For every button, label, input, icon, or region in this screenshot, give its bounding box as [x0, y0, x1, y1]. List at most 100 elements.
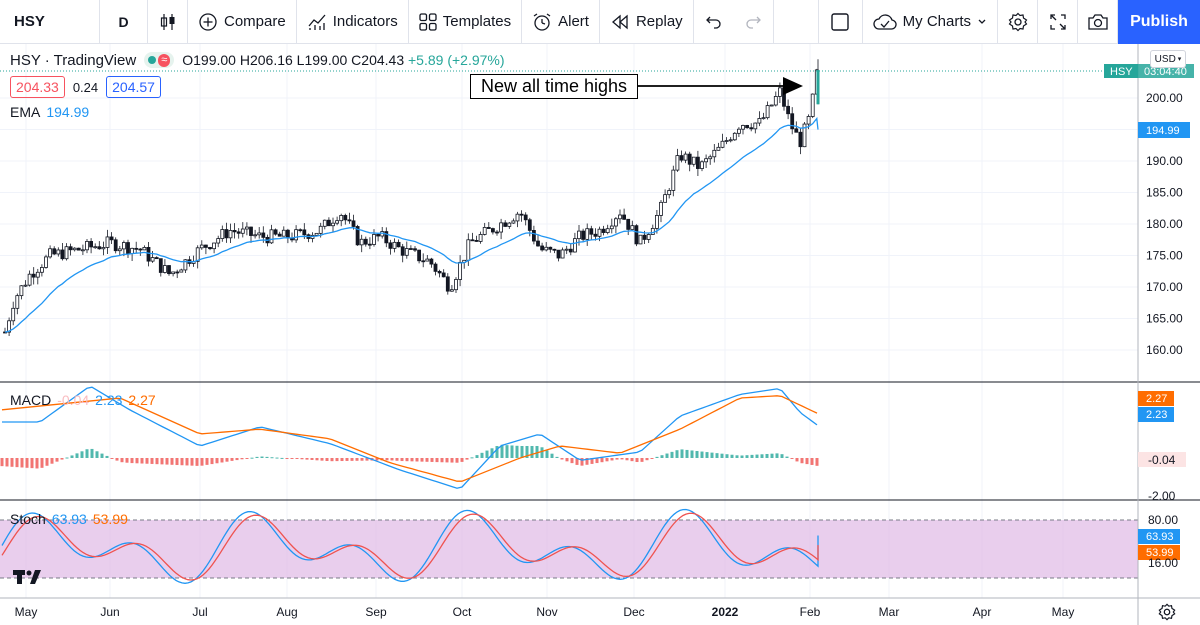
- candle: [474, 235, 479, 242]
- macd-hist-bar: [210, 458, 214, 465]
- macd-hist-bar: [720, 453, 724, 458]
- indicators-label: Indicators: [332, 13, 398, 30]
- annotation-arrow-head: [783, 77, 803, 95]
- buy-price-button[interactable]: 204.57: [106, 76, 161, 98]
- macd-hist-bar: [315, 458, 319, 461]
- candle: [741, 124, 745, 135]
- macd-hist-bar: [770, 453, 774, 458]
- candle: [273, 228, 278, 236]
- candle: [35, 268, 40, 285]
- candle: [203, 244, 208, 255]
- indicators-button[interactable]: Indicators: [297, 0, 409, 44]
- chart-settings-gear-icon[interactable]: [1158, 603, 1176, 625]
- candle: [810, 93, 815, 119]
- replay-button[interactable]: Replay: [600, 0, 694, 44]
- macd-hist-bar: [165, 458, 169, 465]
- candle: [753, 122, 758, 134]
- macd-hist-bar: [460, 458, 464, 462]
- candle: [281, 226, 286, 237]
- macd-hist-bar: [300, 458, 304, 460]
- sell-price-button[interactable]: 204.33: [10, 76, 65, 98]
- macd-hist-bar: [815, 458, 819, 466]
- price-axis[interactable]: 200.00195.00190.00185.00180.00175.00170.…: [1146, 91, 1183, 357]
- candle: [117, 245, 122, 256]
- macd-hist-bar: [620, 458, 624, 460]
- candle: [306, 233, 311, 243]
- compare-button[interactable]: Compare: [188, 0, 297, 44]
- my-charts-button[interactable]: My Charts: [863, 0, 998, 44]
- chart-type-button[interactable]: [148, 0, 188, 44]
- interval-button[interactable]: D: [100, 0, 148, 44]
- macd-hist-bar: [240, 458, 244, 460]
- macd-hist-bar: [360, 458, 364, 461]
- chevron-down-icon: ▾: [1177, 56, 1182, 63]
- stoch-band: [0, 520, 1138, 578]
- macd-histogram: [0, 444, 819, 469]
- redo-button[interactable]: [734, 0, 774, 44]
- macd-signal-line: [1, 395, 818, 482]
- candle: [675, 148, 680, 172]
- stoch-legend-k: 63.93: [51, 511, 87, 527]
- macd-hist-bar: [90, 448, 94, 458]
- candle: [614, 216, 618, 234]
- stoch-legend-label: Stoch: [10, 511, 46, 527]
- macd-hist-bar: [55, 458, 59, 462]
- annotation-textbox[interactable]: New all time highs: [470, 74, 638, 99]
- macd-hist-bar: [390, 458, 394, 461]
- macd-hist-bar: [5, 458, 9, 467]
- chart-area[interactable]: 200.00195.00190.00185.00180.00175.00170.…: [0, 44, 1200, 625]
- candle: [540, 242, 544, 252]
- macd-hist-bar: [635, 458, 639, 463]
- tradingview-logo-icon[interactable]: [10, 563, 46, 591]
- macd-hist-bar: [225, 458, 229, 462]
- macd-hist-bar: [455, 458, 459, 463]
- symbol-search-button[interactable]: HSY: [0, 0, 100, 44]
- candle: [355, 224, 360, 246]
- macd-hist-bar: [250, 457, 254, 459]
- macd-hist-bar: [760, 454, 764, 458]
- candle: [400, 243, 405, 263]
- stoch-legend[interactable]: Stoch 63.93 53.99: [10, 511, 128, 527]
- stoch-d-tag-bg: [1138, 545, 1180, 560]
- market-status-pill[interactable]: ≈: [144, 52, 175, 68]
- macd-legend[interactable]: MACD -0.04 2.23 2.27: [10, 392, 156, 408]
- candle: [236, 228, 241, 239]
- ema-legend[interactable]: EMA 194.99: [10, 104, 505, 120]
- candle: [626, 218, 631, 236]
- templates-button[interactable]: Templates: [409, 0, 523, 44]
- publish-button[interactable]: Publish: [1118, 0, 1200, 44]
- settings-button[interactable]: [998, 0, 1038, 44]
- macd-hist-bar: [95, 451, 99, 458]
- snapshot-button[interactable]: [1078, 0, 1118, 44]
- macd-hist-bar: [295, 458, 299, 459]
- macd-line: [2, 386, 818, 489]
- macd-hist-tag-bg: [1138, 452, 1186, 467]
- macd-hist-bar: [790, 458, 794, 460]
- candle: [376, 233, 381, 242]
- alert-button[interactable]: Alert: [522, 0, 600, 44]
- macd-hist-bar: [320, 458, 324, 461]
- candle: [154, 256, 159, 260]
- time-axis-label: Jun: [100, 605, 119, 619]
- candle: [700, 160, 704, 172]
- undo-button[interactable]: [694, 0, 734, 44]
- currency-selector[interactable]: USD ▾: [1150, 50, 1186, 68]
- candle: [773, 91, 778, 107]
- candle: [68, 243, 73, 256]
- macd-hist-bar: [680, 449, 684, 458]
- candle: [532, 225, 536, 245]
- candle: [449, 285, 454, 292]
- candle: [64, 243, 69, 261]
- time-axis[interactable]: May Jun Jul Aug Sep Oct Nov Dec 2022 Feb Mar Apr May: [15, 605, 1075, 619]
- interval-label: D: [118, 13, 129, 30]
- macd-hist-bar: [630, 458, 634, 462]
- macd-hist-bar: [615, 458, 619, 460]
- candle: [167, 265, 171, 276]
- fullscreen-button[interactable]: [1038, 0, 1078, 44]
- candle: [392, 238, 397, 253]
- fullscreen-layout-button[interactable]: [819, 0, 863, 44]
- spread-value: 0.24: [72, 79, 99, 95]
- macd-hist-bar: [475, 455, 479, 458]
- candle: [363, 236, 368, 247]
- candle: [560, 247, 565, 259]
